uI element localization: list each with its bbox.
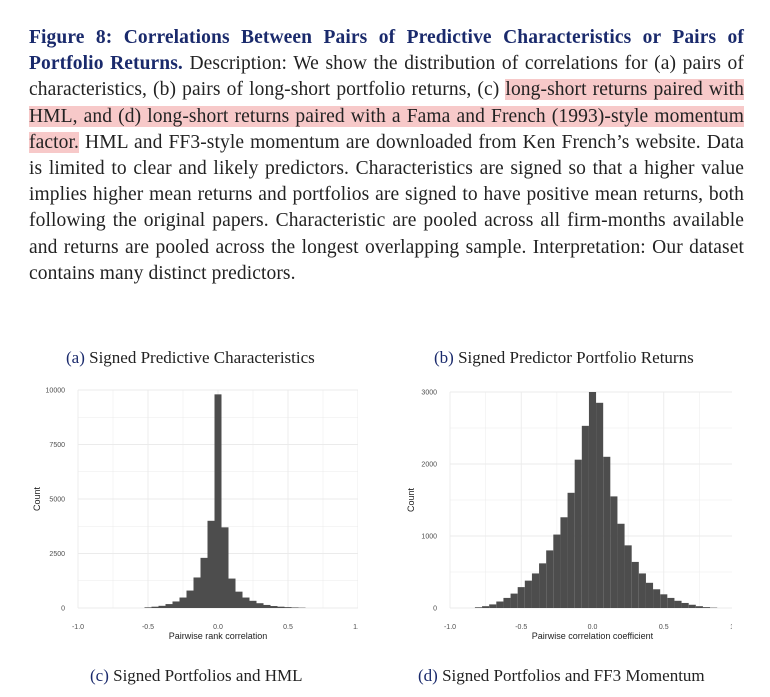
histogram-bar	[482, 606, 490, 608]
subfigure-d-caption: (d) Signed Portfolios and FF3 Momentum	[418, 666, 705, 686]
histogram-bar	[207, 520, 215, 608]
histogram-bar	[277, 606, 285, 608]
histogram-bar	[291, 607, 299, 608]
histogram-bar	[603, 456, 611, 608]
histogram-bar	[193, 577, 201, 608]
subfigure-d-title: Signed Portfolios and FF3 Momentum	[442, 666, 705, 685]
histogram-bar	[249, 600, 257, 608]
figure-caption: Figure 8: Correlations Between Pairs of …	[29, 25, 744, 287]
histogram-bar	[674, 600, 682, 608]
histogram-bar	[596, 402, 604, 608]
subfigure-a-label: (a)	[66, 348, 85, 367]
histogram-bar	[524, 580, 532, 608]
subfigure-b-caption: (b) Signed Predictor Portfolio Returns	[434, 348, 694, 368]
histogram-bar	[186, 590, 194, 608]
x-tick-label: 0.5	[659, 624, 669, 631]
subfigure-b-title: Signed Predictor Portfolio Returns	[458, 348, 694, 367]
histogram-bar	[158, 605, 166, 608]
histogram-bar	[172, 601, 180, 608]
y-tick-label: 10000	[46, 388, 66, 395]
subfigure-d-label: (d)	[418, 666, 438, 685]
y-tick-label: 1000	[421, 534, 437, 541]
y-tick-label: 5000	[49, 497, 65, 504]
histogram-bar	[235, 591, 243, 608]
x-tick-label: 0.0	[588, 624, 598, 631]
histogram-bar	[546, 550, 554, 608]
caption-text-before: Description: We show the distribution of…	[29, 53, 745, 101]
histogram-bar	[667, 597, 675, 608]
y-tick-label: 3000	[421, 390, 437, 397]
figure-title: Figure 8: Correlations Between Pairs of …	[29, 27, 744, 75]
histogram-bar	[517, 587, 525, 608]
subfigure-b-label: (b)	[434, 348, 454, 367]
histogram-bar	[695, 606, 703, 608]
histogram-bar	[179, 597, 187, 608]
x-tick-label: 1.0	[353, 624, 358, 631]
histogram-bar	[574, 459, 582, 608]
x-tick-label: -1.0	[444, 624, 456, 631]
histogram-bar	[228, 578, 236, 608]
histogram-bar	[270, 606, 278, 608]
histogram-bar	[503, 597, 511, 608]
subfigure-c-caption: (c) Signed Portfolios and HML	[90, 666, 302, 686]
y-tick-label: 2500	[49, 551, 65, 558]
histogram-portfolio-returns: -1.0 -0.5 0.0 0.5 1.0 0 1000 2000 3000 Pairwise c…	[406, 390, 732, 641]
x-axis-title: Pairwise rank correlation	[169, 631, 268, 641]
histogram-bar	[645, 582, 654, 608]
histogram-characteristics: -1.0 -0.5 0.0 0.5 1.0 0 2500 5000 7500 10000 Pairw…	[32, 388, 358, 641]
y-tick-label: 7500	[49, 442, 65, 449]
caption-text-after: HML and FF3-style momentum are downloade…	[29, 131, 744, 284]
histogram-bar	[638, 573, 646, 608]
x-tick-label: 0.0	[213, 624, 223, 631]
histogram-bar	[588, 392, 597, 608]
histogram-bar	[474, 607, 483, 608]
subfigure-c-title: Signed Portfolios and HML	[113, 666, 303, 685]
histogram-bar	[567, 492, 575, 608]
x-tick-label: -1.0	[72, 624, 84, 631]
histogram-bar	[151, 606, 159, 608]
x-tick-label: 0.5	[283, 624, 293, 631]
subfigure-a-title: Signed Predictive Characteristics	[89, 348, 315, 367]
y-axis-title: Count	[32, 487, 42, 512]
histogram-bar	[496, 601, 504, 608]
histogram-bar	[489, 604, 497, 608]
x-axis-title: Pairwise correlation coefficient	[532, 631, 654, 641]
histogram-bar	[624, 545, 632, 608]
histogram-bar	[539, 563, 547, 608]
histogram-bar	[653, 589, 661, 608]
histogram-bar	[214, 394, 222, 608]
histogram-bar	[221, 527, 229, 608]
histogram-bar	[165, 604, 173, 608]
histogram-bar	[263, 604, 271, 608]
y-tick-label: 2000	[421, 462, 437, 469]
histogram-bar	[660, 594, 668, 608]
x-tick-label: -0.5	[515, 624, 527, 631]
y-tick-label: 0	[433, 606, 437, 613]
histogram-bar	[510, 593, 518, 608]
histogram-bar	[681, 602, 689, 608]
subfigure-c-label: (c)	[90, 666, 109, 685]
x-tick-label: -0.5	[142, 624, 154, 631]
histogram-bar	[560, 517, 568, 608]
y-axis-title: Count	[406, 488, 416, 513]
y-tick-label: 0	[61, 606, 65, 613]
histogram-bar	[531, 573, 540, 608]
histogram-bar	[688, 604, 696, 608]
histogram-bar	[256, 603, 264, 608]
histogram-bar	[581, 425, 589, 608]
histogram-bar	[610, 496, 618, 608]
histogram-bar	[200, 557, 208, 608]
histogram-bar	[284, 607, 292, 608]
histogram-bar	[702, 607, 711, 608]
histogram-bar	[242, 597, 250, 608]
histogram-bar	[617, 523, 625, 608]
histogram-bar	[631, 561, 639, 608]
subfigure-a-caption: (a) Signed Predictive Characteristics	[66, 348, 315, 368]
histogram-bar	[553, 534, 561, 608]
x-tick-label: 1.0	[730, 624, 732, 631]
histogram-bar	[144, 607, 152, 608]
